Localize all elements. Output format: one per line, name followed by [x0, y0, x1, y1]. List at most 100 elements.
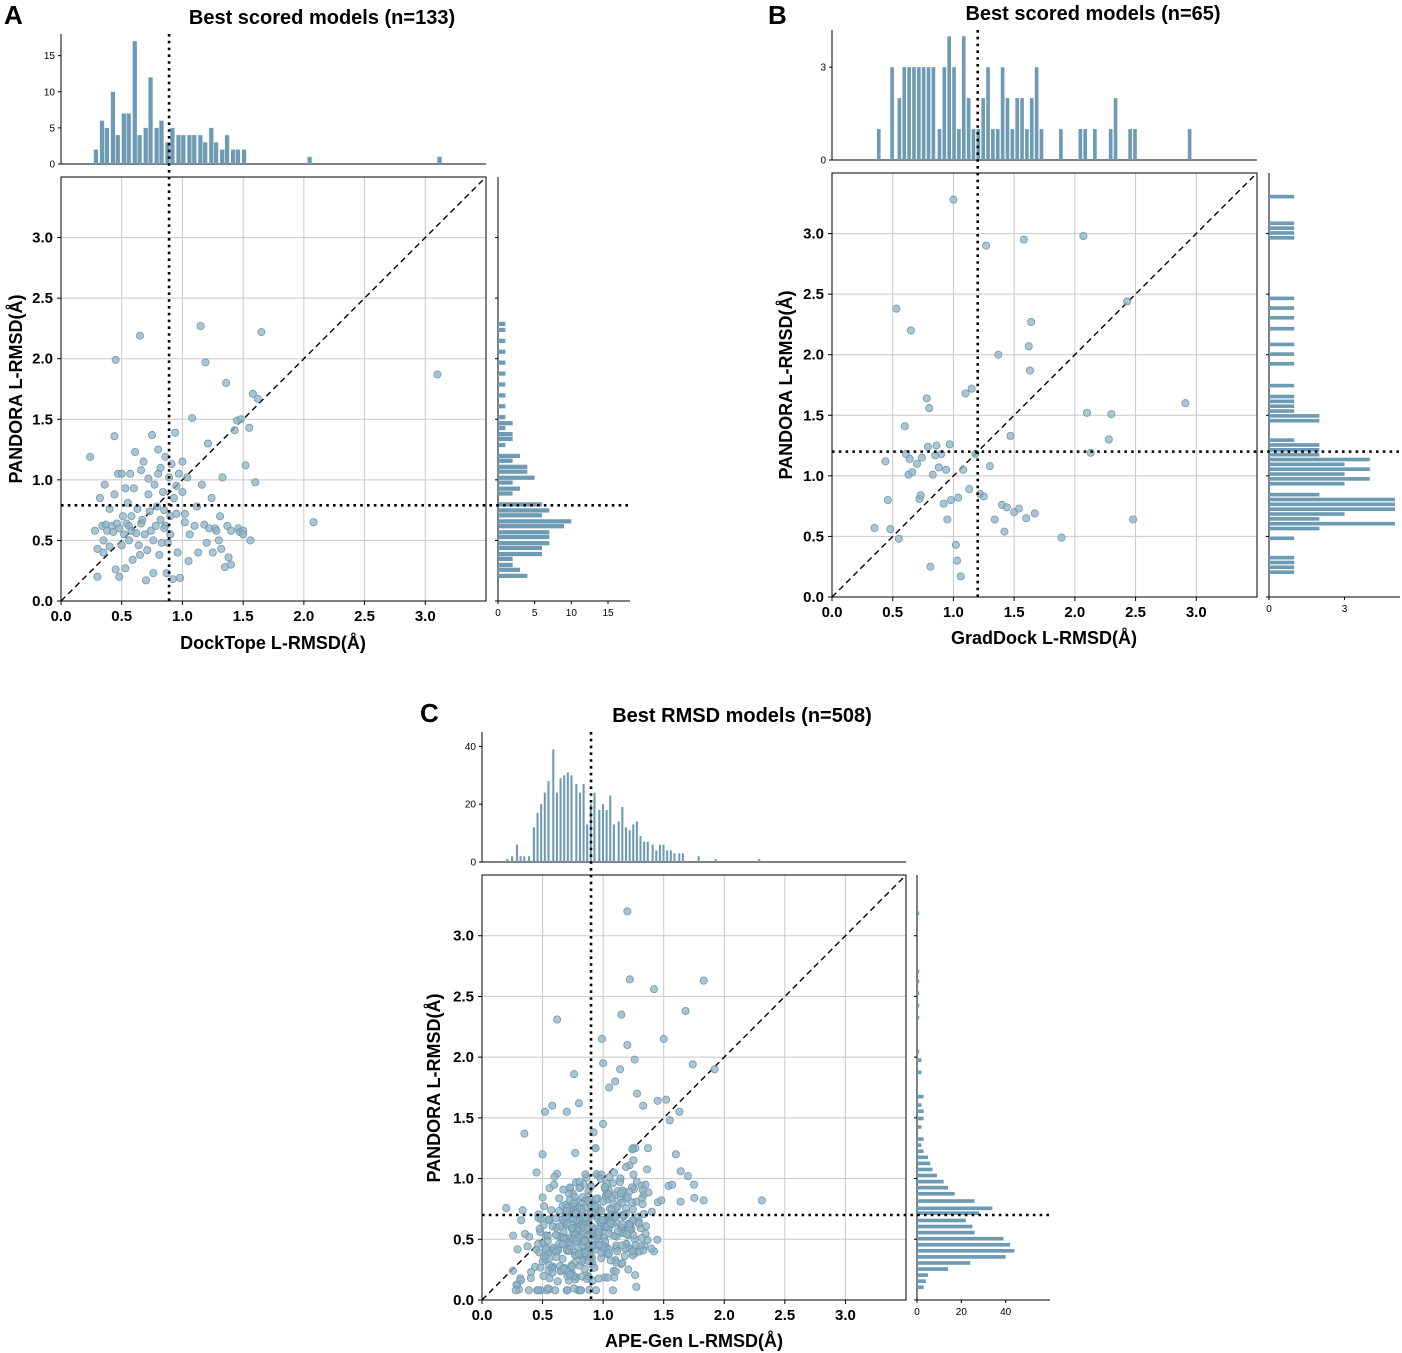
scatter-point	[590, 1263, 599, 1272]
top-histogram-tick-label: 0	[49, 160, 55, 171]
scatter-point	[1083, 408, 1092, 417]
y-tick-label: 0.0	[803, 589, 824, 606]
scatter-point	[594, 1274, 603, 1283]
scatter-point	[253, 394, 262, 403]
scatter-point	[681, 1007, 690, 1016]
top-histogram-bar	[1083, 129, 1088, 160]
scatter-point	[185, 530, 194, 539]
right-histogram-tick-label: 0	[914, 1307, 920, 1318]
scatter-point	[553, 1015, 562, 1024]
right-histogram-bar	[498, 371, 506, 376]
scatter-point	[241, 461, 250, 470]
scatter-point	[524, 1286, 533, 1295]
top-histogram-bar	[563, 775, 566, 862]
right-histogram-bar	[1269, 536, 1295, 541]
scatter-point	[517, 1216, 526, 1225]
scatter-point	[207, 494, 216, 503]
right-histogram-bar	[917, 1236, 1004, 1241]
top-histogram-bar	[543, 792, 546, 862]
scatter-point	[606, 1219, 615, 1228]
scatter-point	[628, 1205, 637, 1214]
scatter-point	[628, 1145, 637, 1154]
scatter-point	[945, 440, 954, 449]
scatter-point	[148, 431, 157, 440]
scatter-point	[131, 447, 140, 456]
right-histogram-bar	[1269, 399, 1295, 404]
right-histogram-bar	[917, 1149, 924, 1154]
right-histogram-bar	[498, 545, 542, 551]
scatter-point	[155, 550, 164, 559]
top-histogram-bar	[132, 41, 137, 164]
scatter-point	[110, 432, 119, 441]
scatter-point	[125, 536, 134, 545]
y-tick-label: 2.5	[32, 290, 53, 307]
right-histogram-bar	[1269, 315, 1295, 320]
right-histogram-bar	[498, 551, 542, 557]
panel-b-y-axis-label: PANDORA L-RMSD(Å)	[776, 291, 796, 480]
top-histogram-bar	[621, 807, 624, 862]
right-histogram-bar	[498, 508, 550, 513]
scatter-point	[1015, 504, 1024, 513]
scatter-point	[180, 509, 189, 518]
scatter-points	[86, 322, 442, 585]
scatter-point	[160, 506, 169, 515]
scatter-point	[196, 322, 205, 331]
scatter-point	[1107, 410, 1116, 419]
scatter-point	[979, 492, 988, 501]
top-histogram-bar	[214, 142, 219, 164]
top-histogram-bar	[678, 853, 681, 862]
right-histogram-bar	[498, 534, 550, 540]
right-histogram-bar	[498, 453, 520, 459]
right-histogram-bar	[917, 1173, 937, 1178]
scatter-point	[597, 1034, 606, 1043]
scatter-point	[433, 370, 442, 379]
scatter-point	[559, 1264, 568, 1273]
top-histogram-tick-label: 3	[820, 63, 826, 74]
top-histogram-bar	[632, 824, 635, 862]
scatter-point	[523, 1242, 532, 1251]
scatter-point	[990, 515, 999, 524]
top-histogram-bar	[170, 127, 175, 164]
top-histogram-bar	[926, 67, 931, 160]
right-histogram-bar	[1269, 457, 1370, 462]
scatter-point	[613, 1227, 622, 1236]
right-histogram-tick-label: 5	[532, 608, 538, 619]
top-histogram-bar	[917, 67, 921, 160]
right-histogram-bar	[1269, 394, 1295, 399]
right-histogram-bar	[1269, 418, 1320, 423]
scatter-point	[628, 1247, 637, 1256]
panel-b-title: Best scored models (n=65)	[965, 3, 1220, 25]
top-histogram-bar	[578, 792, 581, 862]
scatter-point	[613, 1202, 622, 1211]
right-histogram-bar	[917, 1116, 924, 1121]
scatter-point	[947, 496, 956, 505]
top-histogram-bar	[231, 149, 236, 164]
top-histogram-bar	[1093, 129, 1097, 160]
top-histogram-bar	[570, 775, 573, 862]
scatter-point	[961, 389, 970, 398]
right-histogram-bar	[1269, 560, 1295, 565]
scatter-point	[620, 1252, 629, 1261]
scatter-point	[548, 1101, 557, 1110]
x-tick-label: 0.5	[111, 608, 132, 625]
right-histogram-bar	[498, 562, 513, 568]
scatter-point	[633, 1089, 642, 1098]
scatter-point	[1104, 435, 1113, 444]
scatter-point	[578, 1257, 587, 1266]
scatter-point	[158, 487, 167, 496]
scatter-point	[552, 1253, 561, 1262]
y-tick-label: 0.5	[32, 532, 53, 549]
right-histogram-bar	[498, 436, 513, 442]
right-histogram-bar	[917, 1267, 949, 1271]
scatter-point	[534, 1286, 543, 1295]
right-histogram-bar	[498, 415, 506, 420]
scatter-point	[953, 556, 962, 565]
top-histogram-bar	[961, 36, 966, 160]
scatter-point	[629, 1231, 638, 1240]
scatter-point	[569, 1284, 578, 1293]
top-histogram-bar	[876, 129, 881, 160]
panel-c-plot: 0.0 0.5 1.0 1.5 2.0 2.5 3.0 0.0 0.5 1.0 1.5 2.0 2.5 3…	[453, 732, 1050, 1324]
scatter-point	[917, 453, 926, 462]
right-histogram-bar	[498, 425, 506, 431]
scatter-point	[653, 1235, 662, 1244]
